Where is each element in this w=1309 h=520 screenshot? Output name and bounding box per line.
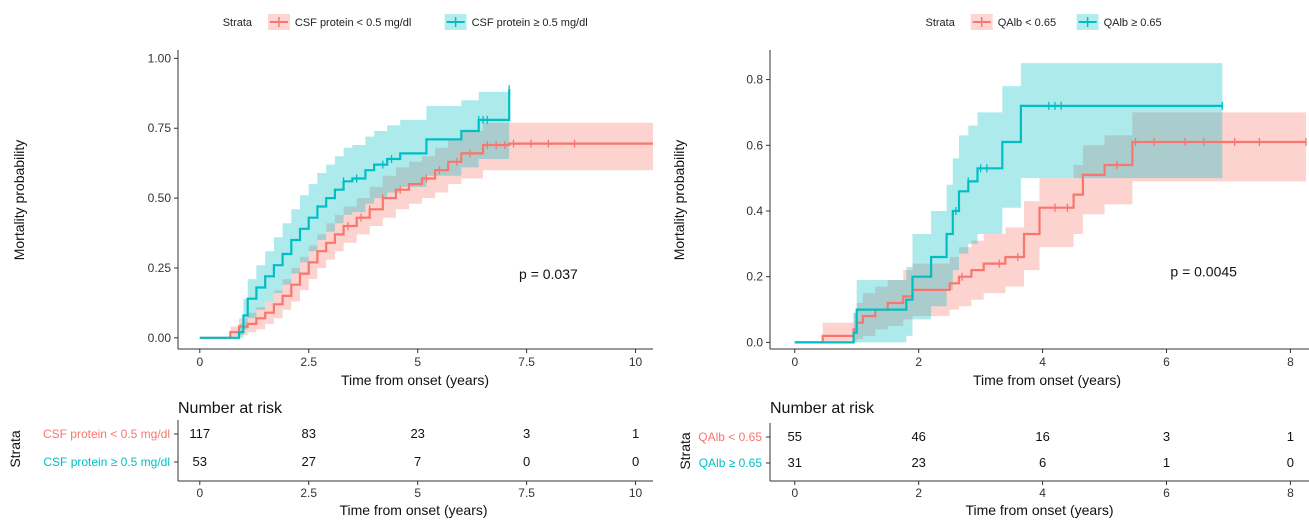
risk-x-tick-label: 0	[791, 486, 798, 500]
y-tick-label: 0.8	[746, 73, 763, 87]
confidence-band	[794, 112, 1306, 343]
risk-count: 0	[1287, 455, 1294, 470]
survival-curve	[199, 89, 511, 339]
y-tick-label: 0.00	[148, 331, 172, 345]
axes: 0.00 0.25 0.50 0.75 1.00 0 2.5 5 7.5 10	[148, 50, 653, 369]
risk-x-axis-label: Time from onset (years)	[339, 502, 487, 518]
p-value-annotation: p = 0.0045	[1170, 264, 1237, 280]
confidence-bands	[199, 64, 654, 338]
x-tick-label: 8	[1287, 355, 1294, 369]
risk-count: 1	[1163, 455, 1170, 470]
legend: Strata QAlb < 0.65 QAlb ≥ 0.65	[926, 14, 1162, 30]
risk-count: 3	[1163, 429, 1170, 444]
x-tick-label: 4	[1039, 355, 1046, 369]
x-tick-label: 5	[414, 355, 421, 369]
risk-count: 27	[301, 454, 315, 469]
survival-curve	[199, 142, 653, 339]
risk-table-strata-label: Strata	[7, 430, 23, 468]
x-tick-label: 10	[629, 355, 643, 369]
y-axis-label: Mortality probability	[671, 140, 687, 261]
risk-x-tick-label: 2.5	[300, 486, 317, 500]
risk-row-label: CSF protein ≥ 0.5 mg/dl	[43, 455, 170, 469]
risk-x-axis-label: Time from onset (years)	[965, 502, 1113, 518]
y-tick-label: 0.75	[148, 121, 172, 135]
x-tick-label: 7.5	[518, 355, 535, 369]
legend: Strata CSF protein < 0.5 mg/dl CSF protein…	[223, 14, 588, 30]
risk-count: 0	[632, 454, 639, 469]
legend-title: Strata	[926, 17, 956, 29]
risk-x-tick-label: 8	[1287, 486, 1294, 500]
risk-count: 55	[788, 429, 802, 444]
axes: 0.0 0.2 0.4 0.6 0.8 0 2 4 6 8	[746, 50, 1309, 369]
legend-item: QAlb < 0.65	[970, 14, 1056, 30]
risk-count: 23	[410, 426, 424, 441]
legend-label: QAlb < 0.65	[998, 17, 1056, 29]
risk-count: 0	[523, 454, 530, 469]
x-axis-label: Time from onset (years)	[341, 372, 489, 388]
risk-table: Number at risk Strata CSF protein < 0.5 mg…	[7, 400, 653, 518]
legend-item: QAlb ≥ 0.65	[1076, 14, 1162, 30]
censor-marks	[955, 101, 1307, 281]
y-tick-label: 0.2	[746, 270, 763, 284]
x-tick-label: 0	[791, 355, 798, 369]
survival-curves	[794, 104, 1306, 344]
x-tick-label: 2.5	[300, 355, 317, 369]
risk-count: 46	[911, 429, 925, 444]
legend-label: CSF protein < 0.5 mg/dl	[295, 17, 411, 29]
risk-table-strata-label: Strata	[677, 432, 693, 470]
risk-table-title: Number at risk	[770, 400, 875, 417]
risk-x-tick-label: 0	[196, 486, 203, 500]
risk-x-tick-label: 5	[414, 486, 421, 500]
risk-count: 53	[193, 454, 207, 469]
survival-curve	[794, 104, 1223, 344]
risk-x-tick-label: 2	[915, 486, 922, 500]
confidence-band	[794, 63, 1223, 343]
risk-table-title: Number at risk	[178, 400, 283, 417]
risk-count: 117	[189, 426, 210, 441]
risk-row-label: QAlb ≥ 0.65	[699, 456, 763, 470]
y-tick-label: 0.25	[148, 261, 172, 275]
km-panel-csf-protein: Strata CSF protein < 0.5 mg/dl CSF protein…	[7, 14, 654, 518]
risk-x-tick-label: 6	[1163, 486, 1170, 500]
risk-x-tick-label: 10	[629, 486, 643, 500]
y-tick-label: 0.4	[746, 204, 763, 218]
risk-row-label: QAlb < 0.65	[698, 430, 762, 444]
survival-curves	[199, 89, 653, 339]
y-axis-label: Mortality probability	[11, 140, 27, 261]
legend-label: CSF protein ≥ 0.5 mg/dl	[472, 17, 588, 29]
risk-count: 1	[632, 426, 639, 441]
x-tick-label: 2	[915, 355, 922, 369]
risk-count: 23	[911, 455, 925, 470]
risk-count: 16	[1035, 429, 1049, 444]
risk-count: 1	[1287, 429, 1294, 444]
risk-count: 83	[301, 426, 315, 441]
risk-count: 3	[523, 426, 530, 441]
confidence-band	[199, 64, 510, 338]
risk-count: 31	[788, 455, 802, 470]
p-value-annotation: p = 0.037	[519, 266, 578, 282]
risk-count: 7	[414, 454, 421, 469]
km-panel-qalb: Strata QAlb < 0.65 QAlb ≥ 0.65 0.00.20.40.…	[671, 14, 1309, 518]
survival-curve	[794, 140, 1306, 344]
risk-x-tick-label: 4	[1039, 486, 1046, 500]
risk-row-label: CSF protein < 0.5 mg/dl	[43, 427, 170, 441]
y-tick-label: 0.6	[746, 138, 763, 152]
y-tick-label: 0.50	[148, 191, 172, 205]
x-tick-label: 6	[1163, 355, 1170, 369]
legend-title: Strata	[223, 17, 253, 29]
x-tick-label: 0	[196, 355, 203, 369]
legend-label: QAlb ≥ 0.65	[1104, 17, 1162, 29]
confidence-bands	[794, 63, 1306, 343]
risk-x-tick-label: 7.5	[518, 486, 535, 500]
x-axis-label: Time from onset (years)	[973, 372, 1121, 388]
legend-item: CSF protein ≥ 0.5 mg/dl	[444, 14, 588, 30]
legend-item: CSF protein < 0.5 mg/dl	[267, 14, 411, 30]
censor-marks	[342, 85, 576, 231]
y-tick-label: 1.00	[148, 51, 172, 65]
risk-count: 6	[1039, 455, 1046, 470]
y-tick-label: 0.0	[746, 335, 763, 349]
